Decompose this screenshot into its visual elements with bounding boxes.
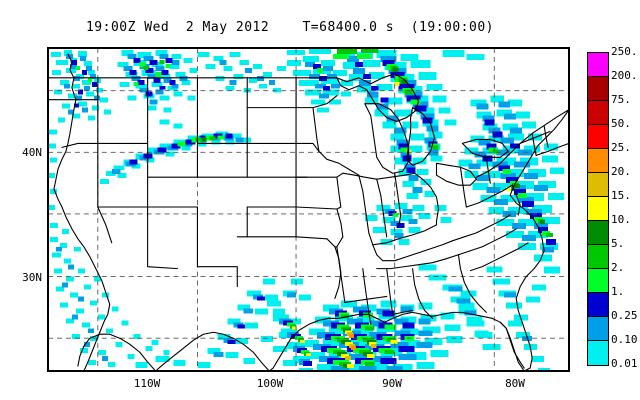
map-canvas <box>48 48 569 371</box>
colorbar-tick-label: 20. <box>611 165 631 178</box>
colorbar-tick-label: 5. <box>611 237 625 250</box>
x-axis-tick-110w: 110W <box>133 377 161 390</box>
colorbar-tick-label: 15. <box>611 189 631 202</box>
colorbar-tick-label: 2. <box>611 261 625 274</box>
colorbar-tick-label: 0.25 <box>611 309 638 322</box>
colorbar-tick-label: 0.10 <box>611 333 638 346</box>
colorbar-band <box>588 341 608 365</box>
colorbar-band <box>588 149 608 173</box>
colorbar-band <box>588 53 608 77</box>
colorbar-tick-label: 75. <box>611 93 631 106</box>
colorbar-band <box>588 125 608 149</box>
colorbar-band <box>588 197 608 221</box>
page-title: 19:00Z Wed 2 May 2012 T=68400.0 s (19:00… <box>85 20 494 35</box>
precip-field <box>48 48 565 371</box>
colorbar-band <box>588 101 608 125</box>
y-axis-tick-40n: 40N <box>22 146 42 159</box>
colorbar-tick-label: 1. <box>611 285 625 298</box>
x-axis-tick-80w: 80W <box>505 377 525 390</box>
y-axis-tick-30n: 30N <box>22 271 42 284</box>
map-borders <box>48 53 569 371</box>
colorbar-band <box>588 317 608 341</box>
x-axis-tick-90w: 90W <box>382 377 402 390</box>
colorbar[interactable] <box>587 52 609 366</box>
colorbar-band <box>588 293 608 317</box>
colorbar-tick-label: 25. <box>611 141 631 154</box>
colorbar-tick-label: 250. <box>611 45 638 58</box>
colorbar-tick-label: 10. <box>611 213 631 226</box>
colorbar-tick-label: 50. <box>611 117 631 130</box>
colorbar-tick-label: 0.01 <box>611 357 638 370</box>
colorbar-band <box>588 77 608 101</box>
colorbar-band <box>588 269 608 293</box>
colorbar-band <box>588 221 608 245</box>
colorbar-band <box>588 173 608 197</box>
colorbar-tick-label: 200. <box>611 69 638 82</box>
map-frame[interactable] <box>47 47 570 372</box>
colorbar-band <box>588 245 608 269</box>
x-axis-tick-100w: 100W <box>256 377 284 390</box>
